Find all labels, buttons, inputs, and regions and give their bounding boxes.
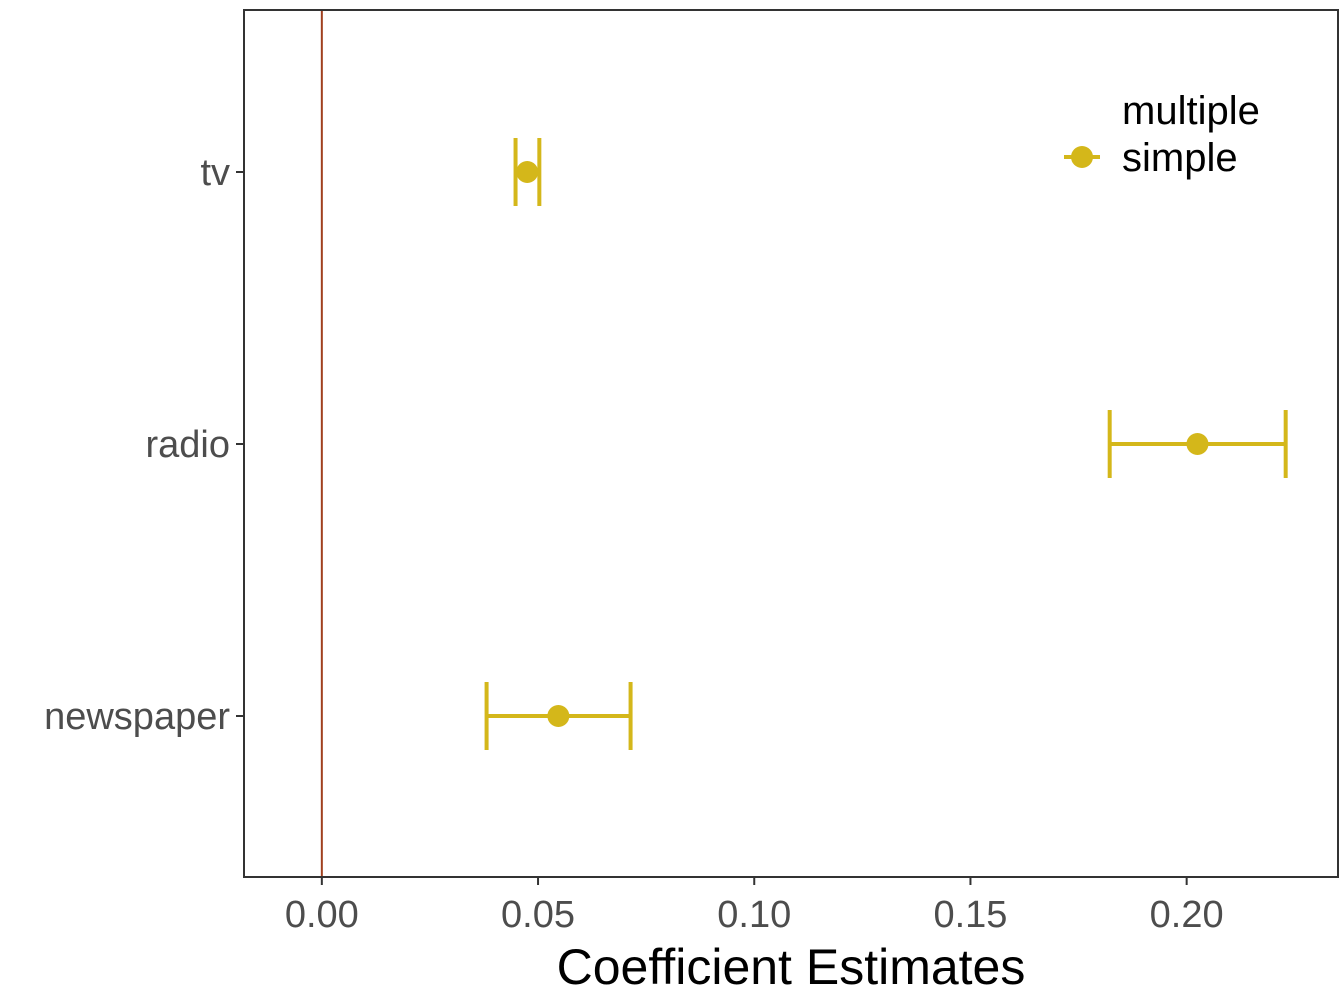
estimate-point-radio [1186, 433, 1209, 455]
y-tick-label-radio: radio [146, 424, 231, 466]
errorbar-group-radio [1107, 410, 1288, 478]
y-axis: tv radio newspaper [44, 152, 244, 738]
estimate-point-tv [516, 161, 539, 183]
x-tick-label-2: 0.10 [717, 894, 791, 936]
legend-label-simple: simple [1122, 136, 1238, 180]
errorbar-group-newspaper [484, 682, 633, 750]
x-axis: 0.00 0.05 0.10 0.15 0.20 [285, 877, 1224, 936]
x-axis-title: Coefficient Estimates [557, 939, 1026, 995]
x-tick-label-0: 0.00 [285, 894, 359, 936]
y-tick-label-tv: tv [200, 152, 230, 194]
x-tick-label-3: 0.15 [933, 894, 1007, 936]
series-marks [484, 138, 1288, 750]
y-tick-label-newspaper: newspaper [44, 696, 230, 738]
errorbar-group-tv [513, 138, 542, 206]
estimate-point-newspaper [547, 705, 570, 727]
x-tick-label-4: 0.20 [1150, 894, 1224, 936]
legend-key-point-simple [1071, 146, 1093, 168]
x-tick-label-1: 0.05 [501, 894, 575, 936]
legend-label-multiple: multiple [1122, 89, 1260, 133]
